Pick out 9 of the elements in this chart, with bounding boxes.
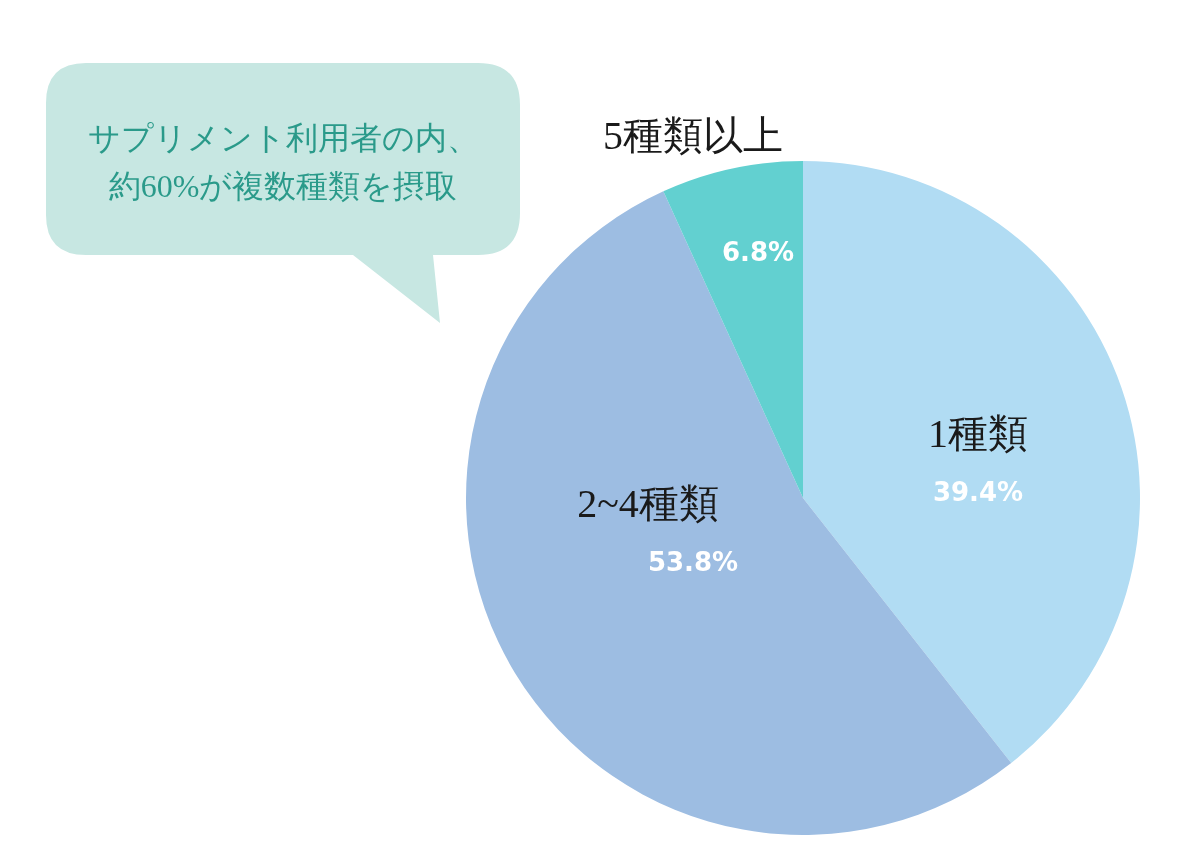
text: 約60%が複数種類を摂取 [108, 168, 458, 204]
data-label: 6.8% [721, 236, 795, 267]
pie-slice [803, 161, 1140, 763]
text: サプリメント利用者の内、 [87, 120, 479, 156]
slice-label: 5種類以上 [603, 113, 783, 159]
data-label: 53.8% [647, 546, 739, 577]
slice-label: 2~4種類 [577, 481, 719, 527]
slice-label: 1種類 [928, 411, 1028, 457]
data-label: 39.4% [932, 476, 1024, 507]
